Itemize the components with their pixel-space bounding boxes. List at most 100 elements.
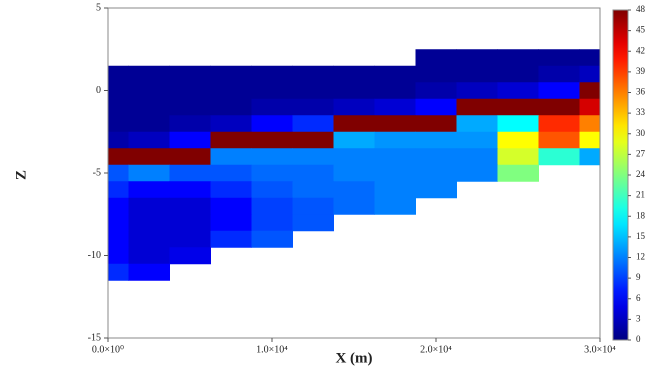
y-axis-title: Z [13,170,29,180]
colorbar-tick-label: 21 [636,190,645,200]
heatmap-cell [292,82,334,100]
heatmap-cell [456,131,498,149]
heatmap-cell [128,263,170,281]
heatmap-cell [415,82,457,100]
heatmap-cell [415,98,457,116]
heatmap-cell [210,115,252,133]
heatmap-cell [579,65,600,83]
heatmap-cell [210,65,252,83]
heatmap-cell [415,148,457,166]
colorbar-tick-label: 15 [636,231,646,241]
heatmap-cell [497,148,539,166]
heatmap-cell [169,115,211,133]
colorbar-tick-label: 0 [636,334,641,344]
heatmap-cell [374,131,416,149]
heatmap-cell [292,115,334,133]
heatmap-cell [108,263,129,281]
heatmap-cell [128,214,170,232]
heatmap-cell [108,247,129,265]
heatmap-cell [108,164,129,182]
y-tick-label: 0 [96,85,101,96]
heatmap-cell [169,181,211,199]
heatmap-cell [497,82,539,100]
colorbar-tick-label: 39 [636,66,646,76]
heatmap-cell [128,197,170,215]
heatmap-cell [292,131,334,149]
heatmap-cell [456,49,498,67]
heatmap-cell [251,148,293,166]
colorbar-tick-label: 12 [636,252,645,262]
y-tick-label: -15 [88,332,101,343]
heatmap-cell [108,181,129,199]
colorbar-tick-label: 24 [636,169,646,179]
heatmap-cell [292,98,334,116]
heatmap-cell [333,131,375,149]
heatmap-cell [108,197,129,215]
heatmap-cell [497,164,539,182]
heatmap-cell [251,131,293,149]
heatmap-cell [169,214,211,232]
heatmap-cell [538,49,580,67]
heatmap-cell [169,164,211,182]
heatmap-cell [538,131,580,149]
heatmap-cell [210,164,252,182]
heatmap-cell [374,197,416,215]
colorbar-tick-label: 27 [636,148,646,158]
colorbar-tick-label: 48 [636,4,646,14]
heatmap-cell [456,65,498,83]
heatmap-cell [456,164,498,182]
colorbar-tick-label: 6 [636,293,641,303]
heatmap-cell [538,115,580,133]
heatmap-cell [333,164,375,182]
heatmap-cell [210,82,252,100]
heatmap-cell [128,247,170,265]
heatmap-cell [579,98,600,116]
heatmap-cell [251,82,293,100]
heatmap-cell [497,115,539,133]
heatmap-cell [579,115,600,133]
heatmap-cell [128,131,170,149]
heatmap-cell [415,181,457,199]
heatmap-cell [579,148,600,166]
colorbar-tick-label: 33 [636,107,646,117]
heatmap-cell [292,148,334,166]
heatmap-cell [415,115,457,133]
heatmap-cell [333,115,375,133]
heatmap-cell [374,148,416,166]
x-axis-title: X (m) [335,350,372,366]
heatmap-cell [128,164,170,182]
heatmap-cell [169,247,211,265]
heatmap-cell [169,98,211,116]
heatmap-cell [292,214,334,232]
heatmap-cell [108,230,129,248]
heatmap-cell [415,65,457,83]
heatmap-cell [292,65,334,83]
heatmap-cell [579,82,600,100]
colorbar-tick-label: 30 [636,128,646,138]
heatmap-cell [374,115,416,133]
colorbar-tick-label: 9 [636,272,641,282]
heatmap-cell [497,49,539,67]
x-tick-label: 3.0×10⁴ [584,344,616,355]
heatmap-cell [333,65,375,83]
x-tick-label: 0.0×10⁰ [92,344,124,355]
heatmap-cell [415,164,457,182]
heatmap-cell [169,82,211,100]
heatmap-cell [169,131,211,149]
colorbar-tick-label: 18 [636,210,646,220]
heatmap-cell [251,230,293,248]
heatmap-cell [108,131,129,149]
heatmap-cell [374,82,416,100]
heatmap-cell [251,98,293,116]
heatmap-cell [292,181,334,199]
colorbar-tick-label: 3 [636,313,641,323]
heatmap-cell [374,164,416,182]
heatmap-cell [415,131,457,149]
x-tick-label: 2.0×10⁴ [420,344,452,355]
heatmap-cell [538,148,580,166]
heatmap-cell [292,197,334,215]
heatmap-cell [108,98,129,116]
heatmap-cell [169,197,211,215]
